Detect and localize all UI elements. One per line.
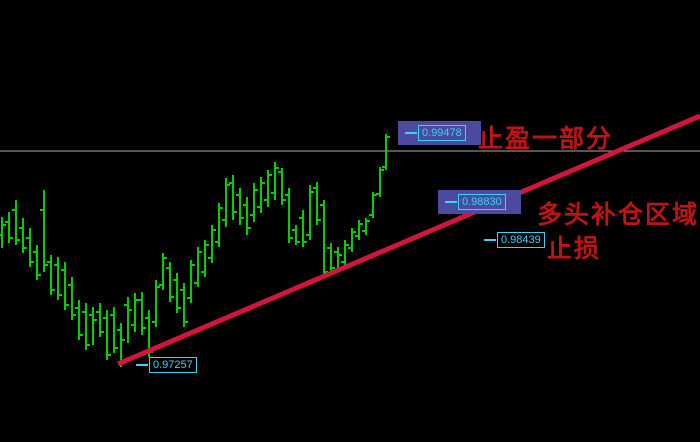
annotation-stop-loss[interactable]: 止损 <box>547 235 602 263</box>
annotation-add-position-zone[interactable]: 多头补仓区域 <box>537 201 700 229</box>
price-tag-value: 0.98830 <box>458 194 506 210</box>
price-tag-value: 0.99478 <box>418 125 466 141</box>
price-tag-stop-loss[interactable]: 0.98439 <box>484 232 545 248</box>
label-leader-dash <box>484 239 496 241</box>
price-tag-swing-low[interactable]: 0.97257 <box>136 357 197 373</box>
price-tag-add-zone[interactable]: 0.98830 <box>438 190 521 214</box>
label-leader-dash <box>405 132 417 134</box>
annotation-take-profit[interactable]: 止盈一部分 <box>478 125 614 153</box>
price-tag-take-profit[interactable]: 0.99478 <box>398 121 481 145</box>
label-leader-dash <box>445 201 457 203</box>
trendline[interactable] <box>117 113 700 367</box>
label-leader-dash <box>136 364 148 366</box>
price-tag-value: 0.97257 <box>149 357 197 373</box>
price-tag-value: 0.98439 <box>497 232 545 248</box>
